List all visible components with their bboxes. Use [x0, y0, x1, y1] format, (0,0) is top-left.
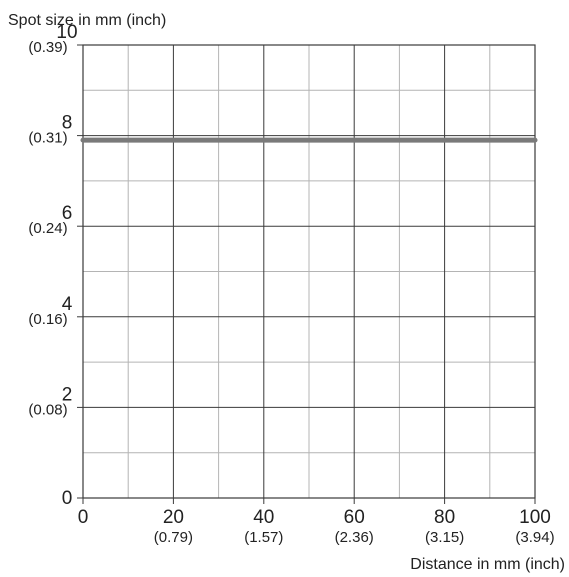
x-tick-label: 60	[344, 507, 365, 528]
x-tick-sublabel: (1.57)	[244, 529, 283, 546]
x-tick-sublabel: (0.79)	[154, 529, 193, 546]
x-tick-label: 100	[519, 507, 551, 528]
x-tick-label: 0	[78, 507, 89, 528]
y-tick-label: 2	[62, 384, 73, 405]
y-tick-sublabel: (0.24)	[28, 220, 67, 237]
y-tick-label: 4	[62, 294, 73, 315]
y-tick-label: 0	[62, 488, 73, 509]
y-tick-sublabel: (0.31)	[28, 130, 67, 147]
y-tick-sublabel: (0.39)	[28, 39, 67, 56]
plot-frame	[82, 44, 536, 499]
x-tick-labels: 0 20(0.79) 40(1.57) 60(2.36) 80(3.15) 100(3.9…	[78, 498, 555, 546]
x-tick-label: 80	[434, 507, 455, 528]
minor-grid	[83, 45, 535, 498]
y-tick-sublabel: (0.16)	[28, 311, 67, 328]
x-tick-label: 20	[163, 507, 184, 528]
y-tick-label: 8	[62, 113, 73, 134]
x-axis-title: Distance in mm (inch)	[410, 556, 565, 573]
plot-border	[82, 44, 536, 499]
y-axis-title: Spot size in mm (inch)	[8, 12, 166, 29]
x-tick-sublabel: (3.94)	[515, 529, 554, 546]
x-tick-sublabel: (3.15)	[425, 529, 464, 546]
x-tick-sublabel: (2.36)	[335, 529, 374, 546]
y-tick-label: 10	[56, 22, 77, 43]
major-grid	[83, 45, 535, 498]
y-tick-labels: 0 2(0.08) 4(0.16) 6(0.24) 8(0.31) 10(0.39)	[28, 22, 83, 509]
y-tick-sublabel: (0.08)	[28, 401, 67, 418]
y-tick-label: 6	[62, 203, 73, 224]
x-tick-label: 40	[253, 507, 274, 528]
